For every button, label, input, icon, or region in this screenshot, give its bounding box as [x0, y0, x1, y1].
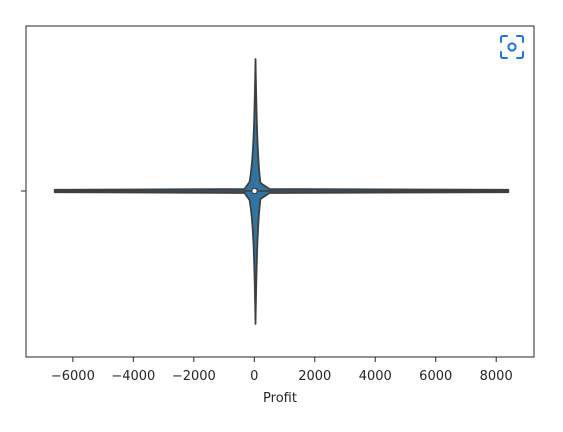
focus-button[interactable]	[497, 33, 527, 61]
violin-layer	[53, 58, 510, 325]
x-axis-title: Profit	[263, 391, 297, 406]
violin-median-marker	[252, 189, 257, 193]
x-tick-label: −2000	[172, 369, 216, 384]
focus-icon	[500, 35, 524, 59]
x-tick-label: 4000	[359, 369, 392, 384]
x-tick-label: 8000	[480, 369, 513, 384]
x-tick-label: −6000	[51, 369, 95, 384]
x-tick-label: 2000	[298, 369, 331, 384]
x-tick-label: 6000	[419, 369, 452, 384]
x-tick-label: 0	[250, 369, 258, 384]
x-tick-label: −4000	[111, 369, 155, 384]
x-axis: −6000 −4000 −2000 0 2000 4000 6000 8000	[51, 357, 513, 384]
